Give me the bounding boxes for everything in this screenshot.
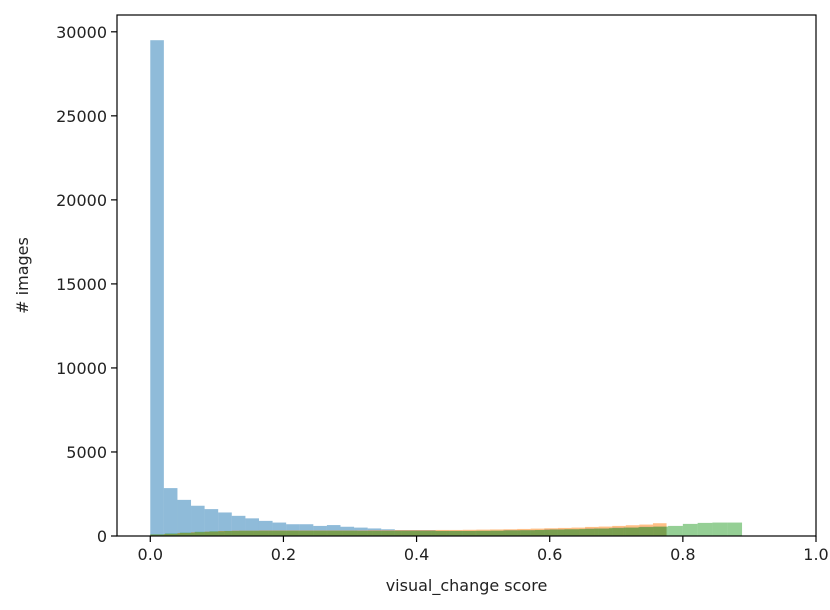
histogram-bar [342,530,358,536]
histogram-bar [682,523,698,536]
series-3 [150,522,743,536]
histogram-bar [594,528,609,536]
histogram-bar [239,530,254,536]
x-tick-label: 0.4 [404,545,429,564]
histogram-bar [549,529,565,536]
histogram-bar [520,530,535,536]
y-axis-label: # images [13,237,32,314]
histogram-bar [505,530,521,536]
x-tick-label: 0.8 [670,545,695,564]
histogram-bar [312,530,328,536]
histogram-bar [218,512,232,536]
x-axis-label: visual_change score [386,576,548,596]
y-tick-label: 30000 [56,23,107,42]
y-tick-label: 15000 [56,275,107,294]
histogram-bar [372,530,388,536]
bars-layer [150,40,743,536]
x-tick-label: 0.6 [537,545,562,564]
histogram-bar [357,530,373,536]
histogram-bar [608,528,624,536]
histogram-bar [253,530,269,536]
histogram-bar [638,527,654,536]
x-tick-label: 0.2 [271,545,296,564]
y-tick-label: 20000 [56,191,107,210]
y-tick-label: 25000 [56,107,107,126]
histogram-bar [697,522,713,536]
histogram-bar [286,524,300,536]
histogram-bar [191,505,205,536]
y-axis-ticks: 0 5000 10000 15000 20000 25000 30000 [56,23,117,546]
plot-frame [116,14,817,537]
x-tick-label: 1.0 [803,545,828,564]
histogram-bar [564,529,580,536]
histogram-bar [431,530,447,536]
y-tick-label: 0 [97,527,107,546]
histogram-bar [668,525,683,536]
histogram-bar [194,531,210,536]
histogram-bar [653,526,669,536]
histogram-bar [446,530,461,536]
histogram-bar [727,522,743,536]
histogram-bar [534,529,550,536]
y-tick-label: 5000 [66,443,107,462]
histogram-bar [623,527,639,536]
histogram-bar [283,530,299,536]
histogram-bar [165,533,180,536]
histogram-bar [163,488,178,536]
histogram-bar [490,530,506,536]
histogram-bar [475,530,491,536]
histogram-bar [579,528,595,536]
series-1 [150,40,667,536]
histogram-bar [327,530,343,536]
histogram-bar [299,524,314,536]
histogram-bar [150,534,166,536]
histogram-bar [712,522,728,536]
histogram-bar [268,530,284,536]
histogram-bar [150,40,164,536]
histogram-bar [179,532,195,536]
x-tick-label: 0.0 [138,545,163,564]
x-axis-ticks: 0.0 0.2 0.4 0.6 0.8 1.0 [138,536,829,564]
y-tick-label: 10000 [56,359,107,378]
histogram-bar [416,530,432,536]
histogram-bar [298,530,313,536]
histogram-bar [387,530,402,536]
histogram-bar [460,530,476,536]
histogram-bar [224,530,240,536]
histogram-bar [204,509,219,536]
histogram-bar [209,531,225,536]
histogram-bar [177,499,192,536]
histogram-bar [401,530,417,536]
